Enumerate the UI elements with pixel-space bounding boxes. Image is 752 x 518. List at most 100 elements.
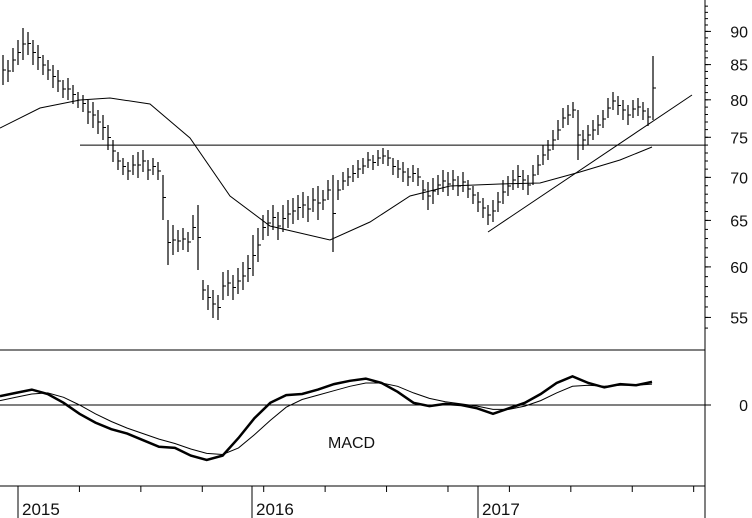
price-bar — [87, 100, 91, 124]
price-bar — [502, 180, 506, 204]
price-bar — [527, 175, 531, 195]
price-bar — [207, 285, 211, 310]
macd-panel: MACD — [0, 375, 705, 462]
price-bar — [92, 102, 96, 128]
price-bar — [517, 165, 521, 188]
price-bar — [592, 120, 596, 140]
price-bar — [72, 85, 76, 104]
price-bar — [152, 158, 156, 175]
y-tick-label: 85 — [730, 58, 748, 75]
price-bar — [432, 178, 436, 204]
price-bar — [507, 176, 511, 196]
trendline — [487, 94, 693, 233]
price-bar — [617, 96, 621, 115]
x-tick-label: 2016 — [256, 500, 294, 518]
y-tick-label: 65 — [730, 213, 748, 230]
price-bar — [557, 120, 561, 140]
price-bar — [422, 180, 426, 200]
price-bar — [132, 155, 136, 175]
price-bar — [537, 155, 541, 175]
price-bar — [577, 110, 581, 160]
price-bar — [102, 115, 106, 140]
price-bar — [477, 192, 481, 212]
price-bar — [327, 180, 331, 200]
price-bar — [522, 170, 526, 190]
price-bar — [147, 160, 151, 180]
price-bar — [317, 186, 321, 220]
price-bar — [362, 158, 366, 174]
price-bar — [377, 150, 381, 166]
price-bar — [532, 165, 536, 185]
price-bar — [312, 188, 316, 212]
price-bar — [32, 40, 36, 65]
price-bar — [177, 230, 181, 252]
price-bar — [467, 180, 471, 198]
price-bar — [487, 205, 491, 225]
price-bar — [97, 110, 101, 134]
price-bar — [612, 92, 616, 110]
price-bar — [582, 130, 586, 150]
price-bar — [347, 168, 351, 186]
price-bar — [492, 200, 496, 222]
price-bar — [282, 205, 286, 232]
price-bar — [232, 275, 236, 300]
price-bar — [242, 262, 246, 290]
price-bar — [307, 196, 311, 222]
price-bar — [47, 60, 51, 80]
price-bar — [17, 40, 21, 65]
price-bar — [572, 102, 576, 118]
price-bar — [497, 192, 501, 212]
price-bar — [117, 152, 121, 170]
y-tick-label: 55 — [730, 310, 748, 327]
price-bar — [332, 175, 336, 252]
price-bar — [237, 268, 241, 294]
y-tick-label: 75 — [730, 130, 748, 147]
price-bar — [547, 140, 551, 160]
price-bar — [622, 100, 626, 120]
price-bar — [187, 232, 191, 252]
price-bar — [352, 165, 356, 182]
price-bar — [442, 170, 446, 192]
price-bar — [637, 98, 641, 116]
price-bar — [392, 158, 396, 175]
price-bar — [607, 98, 611, 118]
price-bar — [437, 175, 441, 195]
price-bar — [122, 158, 126, 175]
price-bar — [272, 205, 276, 230]
y-tick-label: 80 — [730, 93, 748, 110]
price-bar — [142, 150, 146, 172]
price-bar — [112, 140, 116, 162]
price-bar — [212, 290, 216, 318]
price-bar — [42, 55, 46, 75]
macd-line — [0, 375, 653, 462]
price-bar — [222, 272, 226, 300]
macd-signal-line — [0, 382, 653, 456]
price-bar — [402, 162, 406, 182]
price-bar — [82, 95, 86, 112]
price-bar — [322, 190, 326, 210]
price-bar — [387, 150, 391, 166]
price-bar — [292, 198, 296, 224]
price-bar — [77, 92, 81, 108]
price-bar — [452, 170, 456, 190]
price-bar — [57, 70, 61, 92]
price-bar — [227, 270, 231, 296]
price-bar — [302, 192, 306, 218]
price-bar — [192, 215, 196, 240]
price-bar — [597, 115, 601, 135]
price-bar — [107, 125, 111, 150]
y-tick-label: 60 — [730, 260, 748, 277]
price-bar — [262, 215, 266, 240]
price-bar — [587, 125, 591, 145]
macd-label: MACD — [328, 435, 375, 452]
price-bar — [427, 182, 431, 210]
price-bar — [172, 225, 176, 255]
price-bar — [247, 255, 251, 282]
y-tick-label: 70 — [730, 170, 748, 187]
price-bar — [12, 48, 16, 72]
price-bar — [2, 55, 6, 85]
price-bar — [162, 175, 166, 220]
price-bar — [287, 200, 291, 228]
